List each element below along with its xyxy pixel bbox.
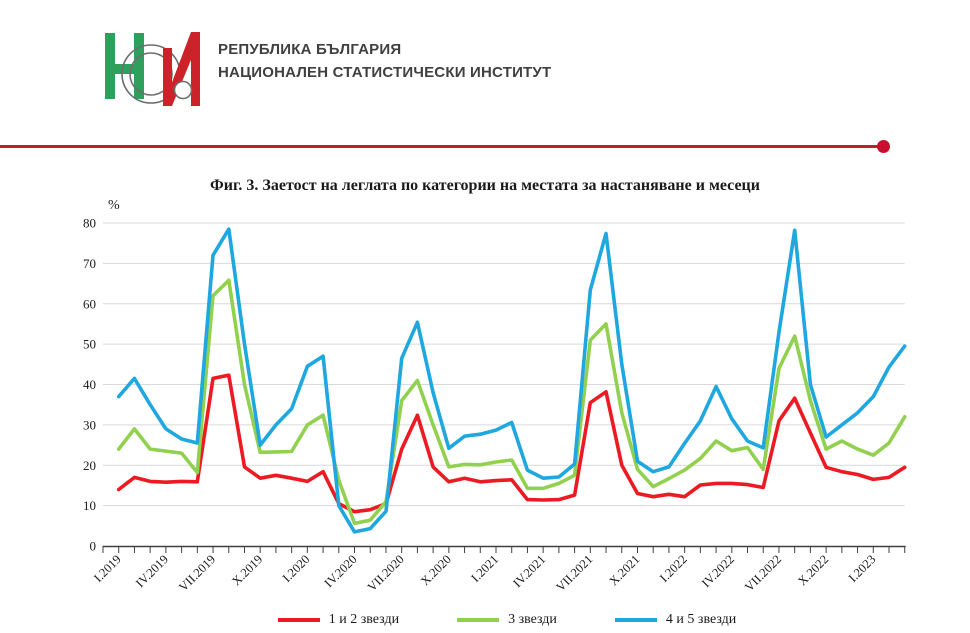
org-name-line1: РЕПУБЛИКА БЪЛГАРИЯ [218, 41, 402, 58]
legend-line-sample-red-icon [277, 618, 320, 622]
legend-label-3-stars: 3 звезди [508, 612, 557, 627]
header-divider-dot [877, 140, 890, 153]
logo-small-circle [173, 80, 193, 100]
legend-label-1-2-stars: 1 и 2 звезди [328, 612, 400, 627]
y-tick-label-0: 0 [90, 539, 97, 554]
chart-legend: 1 и 2 звезди 3 звезди 4 и 5 звезди [22, 612, 970, 628]
legend-item-4-5-stars: 4 и 5 звезди [614, 612, 737, 628]
x-tick-label-X.2022: X.2022 [795, 552, 831, 588]
x-tick-label-I.2023: I.2023 [846, 552, 879, 585]
x-tick-label-X.2019: X.2019 [229, 552, 265, 588]
nsi-logo [105, 32, 200, 106]
x-tick-label-VII.2020: VII.2020 [365, 552, 407, 594]
x-tick-label-I.2021: I.2021 [468, 552, 501, 585]
y-tick-label-30: 30 [83, 417, 96, 432]
y-tick-label-20: 20 [83, 458, 96, 473]
y-tick-label-70: 70 [83, 256, 96, 271]
x-tick-label-IV.2019: IV.2019 [133, 552, 171, 590]
y-axis-unit-label: % [108, 198, 120, 213]
org-name-block: РЕПУБЛИКА БЪЛГАРИЯ НАЦИОНАЛЕН СТАТИСТИЧЕ… [218, 38, 551, 84]
y-tick-label-40: 40 [83, 377, 96, 392]
series-line-1 [116, 278, 907, 526]
legend-line-sample-blue-icon [614, 618, 657, 622]
x-tick-label-IV.2022: IV.2022 [699, 552, 737, 590]
x-tick-label-IV.2021: IV.2021 [510, 552, 548, 590]
chart-title: Фиг. 3. Заетост на леглата по категории … [210, 177, 760, 194]
y-tick-label-60: 60 [83, 296, 96, 311]
header-divider-line [0, 145, 884, 148]
x-tick-label-X.2020: X.2020 [418, 552, 454, 588]
x-tick-label-I.2019: I.2019 [91, 552, 124, 585]
legend-item-3-stars: 3 звезди [457, 612, 557, 628]
series-line-0 [116, 373, 907, 514]
legend-line-sample-green-icon [457, 618, 500, 622]
x-tick-label-VII.2019: VII.2019 [176, 552, 218, 594]
logo-letter-n [105, 33, 144, 99]
y-tick-label-50: 50 [83, 337, 96, 352]
y-tick-label-10: 10 [83, 498, 96, 513]
series-line-2 [116, 227, 907, 534]
y-tick-label-80: 80 [83, 216, 96, 231]
x-tick-label-X.2021: X.2021 [606, 552, 642, 588]
legend-item-1-2-stars: 1 и 2 звезди [277, 612, 400, 628]
x-tick-label-I.2022: I.2022 [657, 552, 690, 585]
logo-letter-i [163, 32, 200, 106]
x-tick-label-VII.2022: VII.2022 [742, 552, 784, 594]
x-tick-label-I.2020: I.2020 [280, 552, 313, 585]
org-name-line2: НАЦИОНАЛЕН СТАТИСТИЧЕСКИ ИНСТИТУТ [218, 64, 552, 81]
x-tick-label-IV.2020: IV.2020 [322, 552, 360, 590]
x-tick-label-VII.2021: VII.2021 [553, 552, 595, 594]
legend-label-4-5-stars: 4 и 5 звезди [665, 612, 737, 627]
